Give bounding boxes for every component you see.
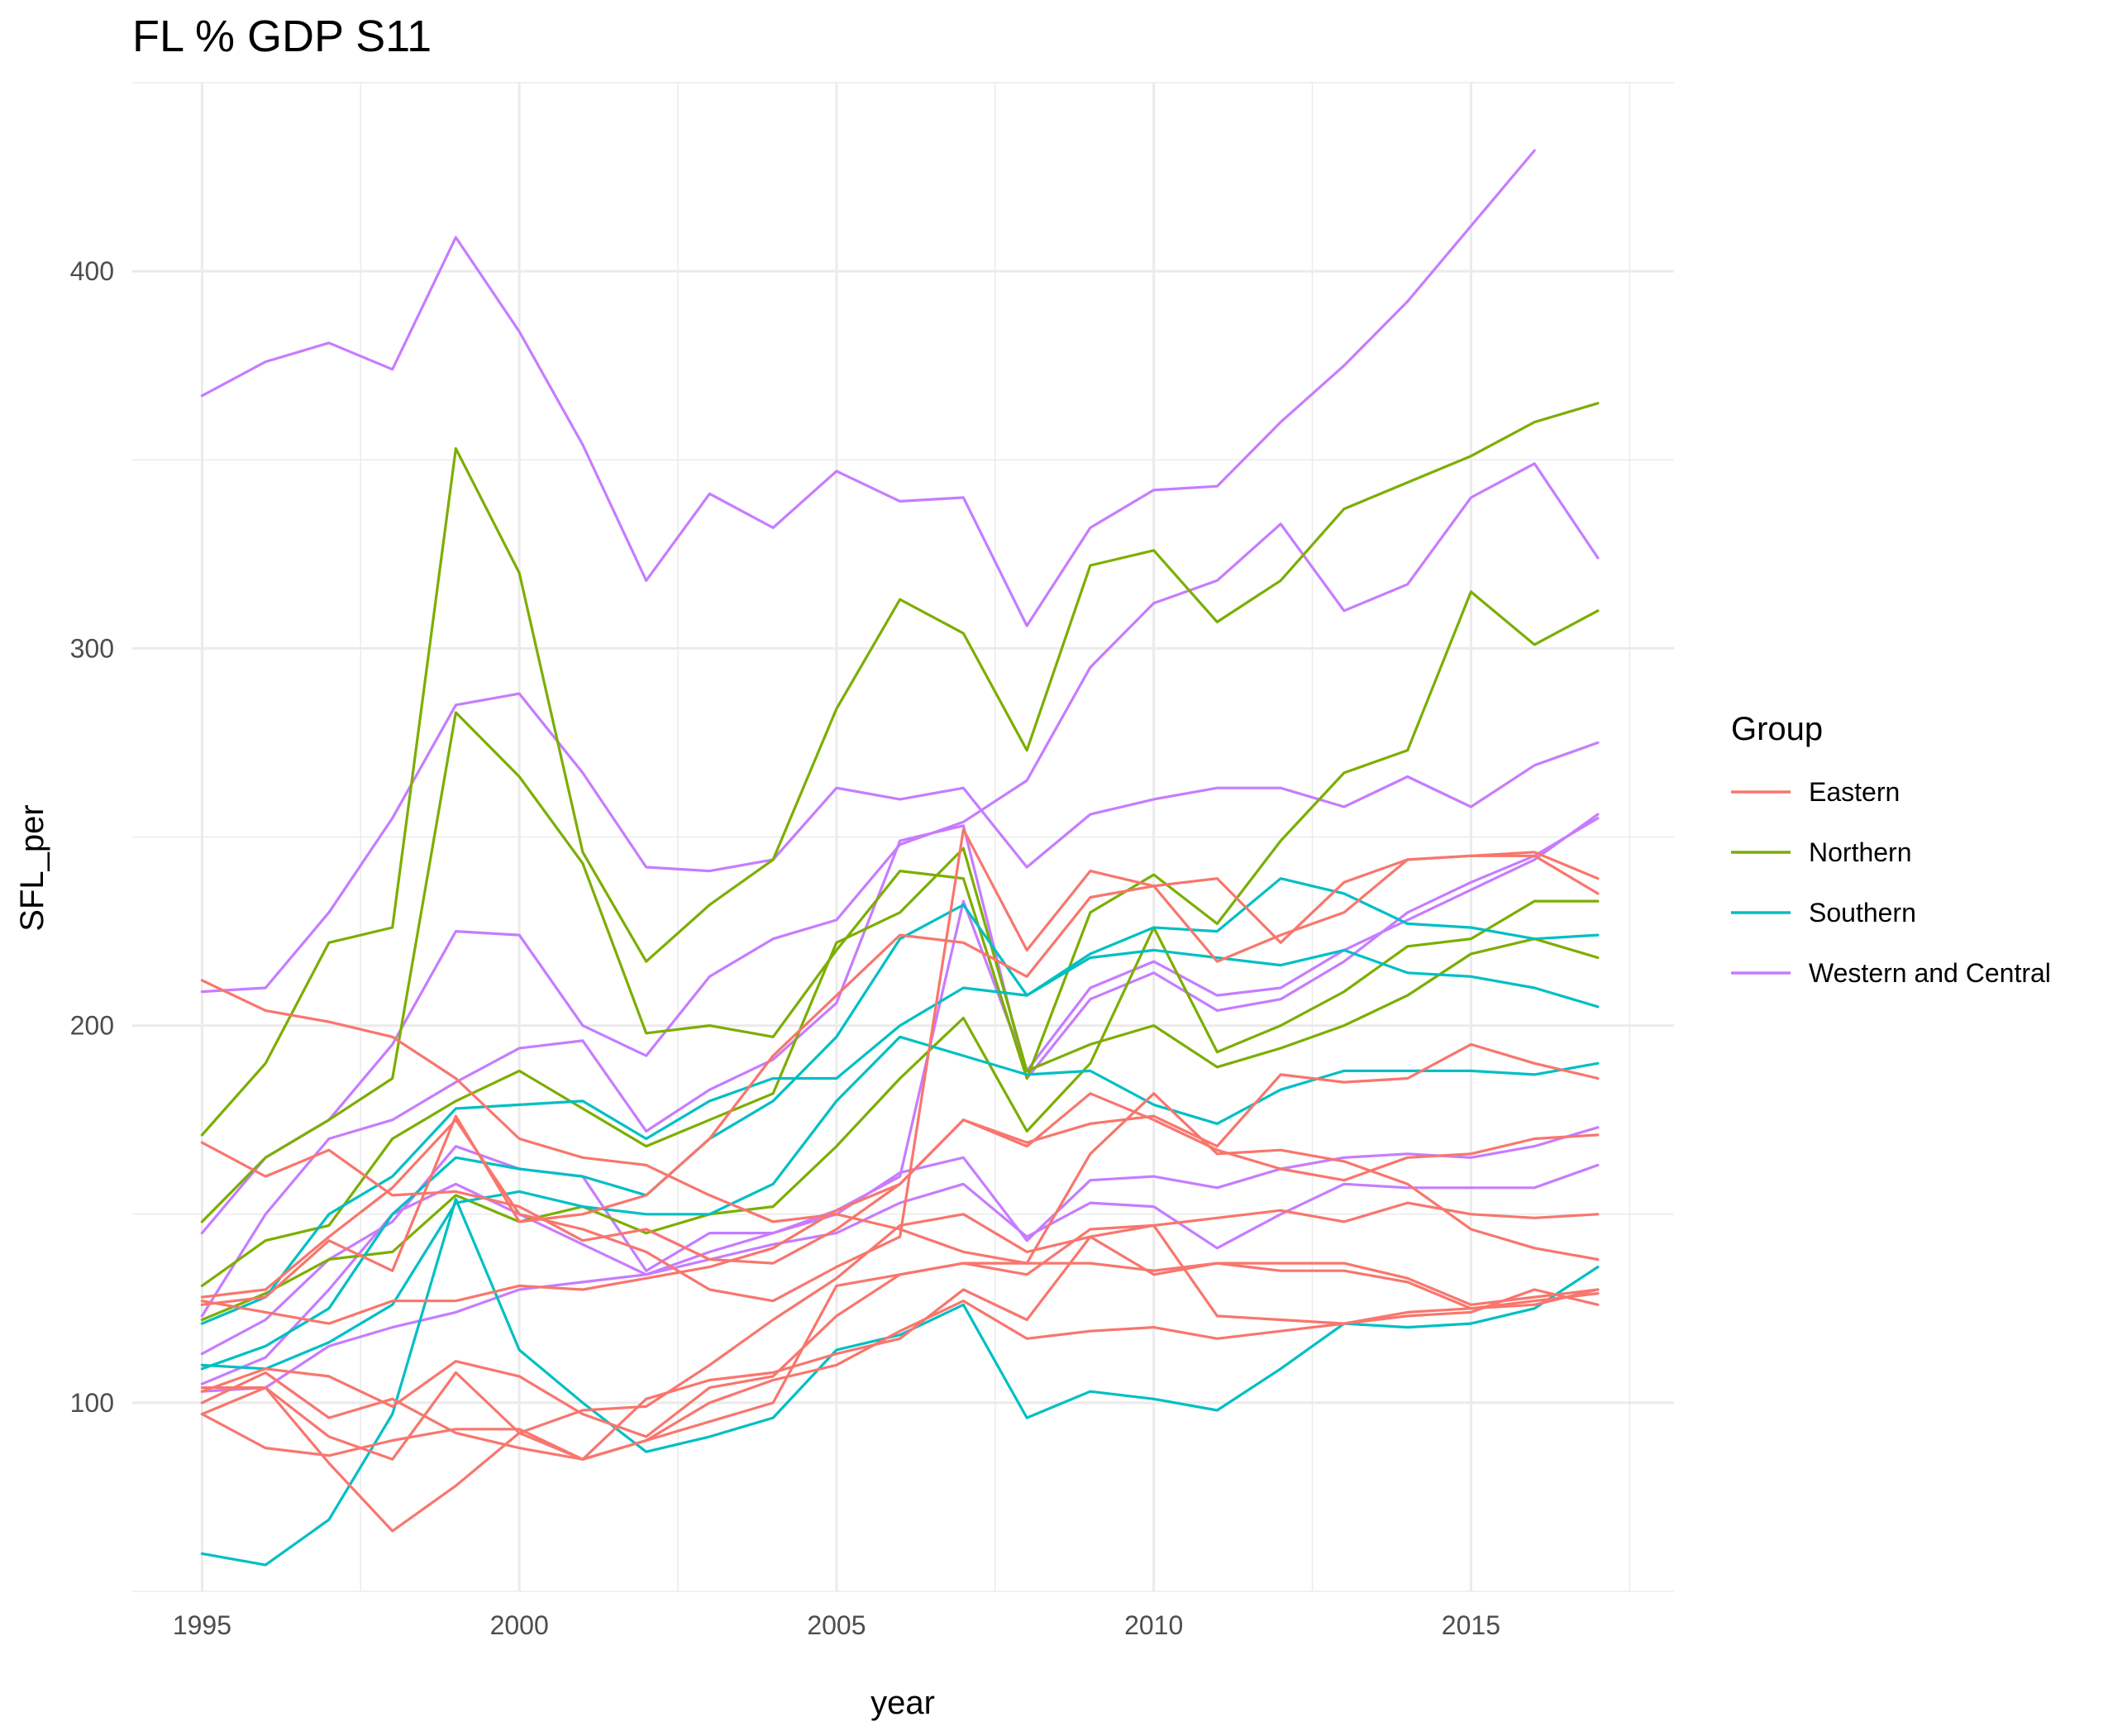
legend-label-northern: Northern <box>1809 837 1912 867</box>
x-axis-title: year <box>870 1685 935 1721</box>
series-line-eastern <box>200 979 1600 1265</box>
y-tick-label: 400 <box>70 256 114 286</box>
y-axis-ticks: 100 200 300 400 <box>70 256 114 1418</box>
legend-label-eastern: Eastern <box>1809 777 1900 807</box>
series-line-northern <box>200 590 1600 1223</box>
series-line-northern <box>200 899 1600 1322</box>
series-line-eastern <box>200 851 1600 1306</box>
y-tick-label: 100 <box>70 1388 114 1418</box>
legend: Group Eastern Northern Southern Western and… <box>1731 711 2051 988</box>
series-line-eastern <box>200 1042 1600 1325</box>
x-tick-label: 2000 <box>490 1610 549 1640</box>
series-line-northern <box>200 847 1600 1287</box>
x-tick-label: 2015 <box>1442 1610 1500 1640</box>
series-line-eastern <box>200 1261 1600 1461</box>
series-line-eastern <box>200 1201 1600 1461</box>
series-line-western-and-central <box>200 813 1600 1393</box>
x-tick-label: 2005 <box>807 1610 866 1640</box>
series-line-western-and-central <box>200 692 1600 994</box>
series-line-western-and-central <box>200 817 1600 1318</box>
legend-label-southern: Southern <box>1809 898 1916 928</box>
series-layer <box>200 149 1600 1567</box>
x-tick-label: 2010 <box>1124 1610 1183 1640</box>
series-line-southern <box>200 1197 1600 1567</box>
series-line-eastern <box>200 827 1600 1303</box>
chart-title: FL % GDP S11 <box>132 12 432 61</box>
x-axis-ticks: 1995 2000 2005 2010 2015 <box>173 1610 1500 1640</box>
series-line-northern <box>200 402 1600 1137</box>
series-line-western-and-central <box>200 462 1600 1235</box>
series-line-southern <box>200 1035 1600 1371</box>
series-line-western-and-central <box>200 149 1536 627</box>
series-line-southern <box>200 948 1600 1325</box>
legend-title: Group <box>1731 711 1823 747</box>
x-tick-label: 1995 <box>173 1610 231 1640</box>
series-line-southern <box>200 877 1600 1371</box>
grid <box>132 82 1674 1592</box>
y-axis-title: SFL_per <box>14 804 50 931</box>
y-tick-label: 200 <box>70 1011 114 1041</box>
y-tick-label: 300 <box>70 633 114 663</box>
series-line-eastern <box>200 1223 1600 1438</box>
series-line-eastern <box>200 1235 1600 1461</box>
legend-label-western-and-central: Western and Central <box>1809 958 2051 988</box>
series-line-western-and-central <box>200 1126 1600 1356</box>
